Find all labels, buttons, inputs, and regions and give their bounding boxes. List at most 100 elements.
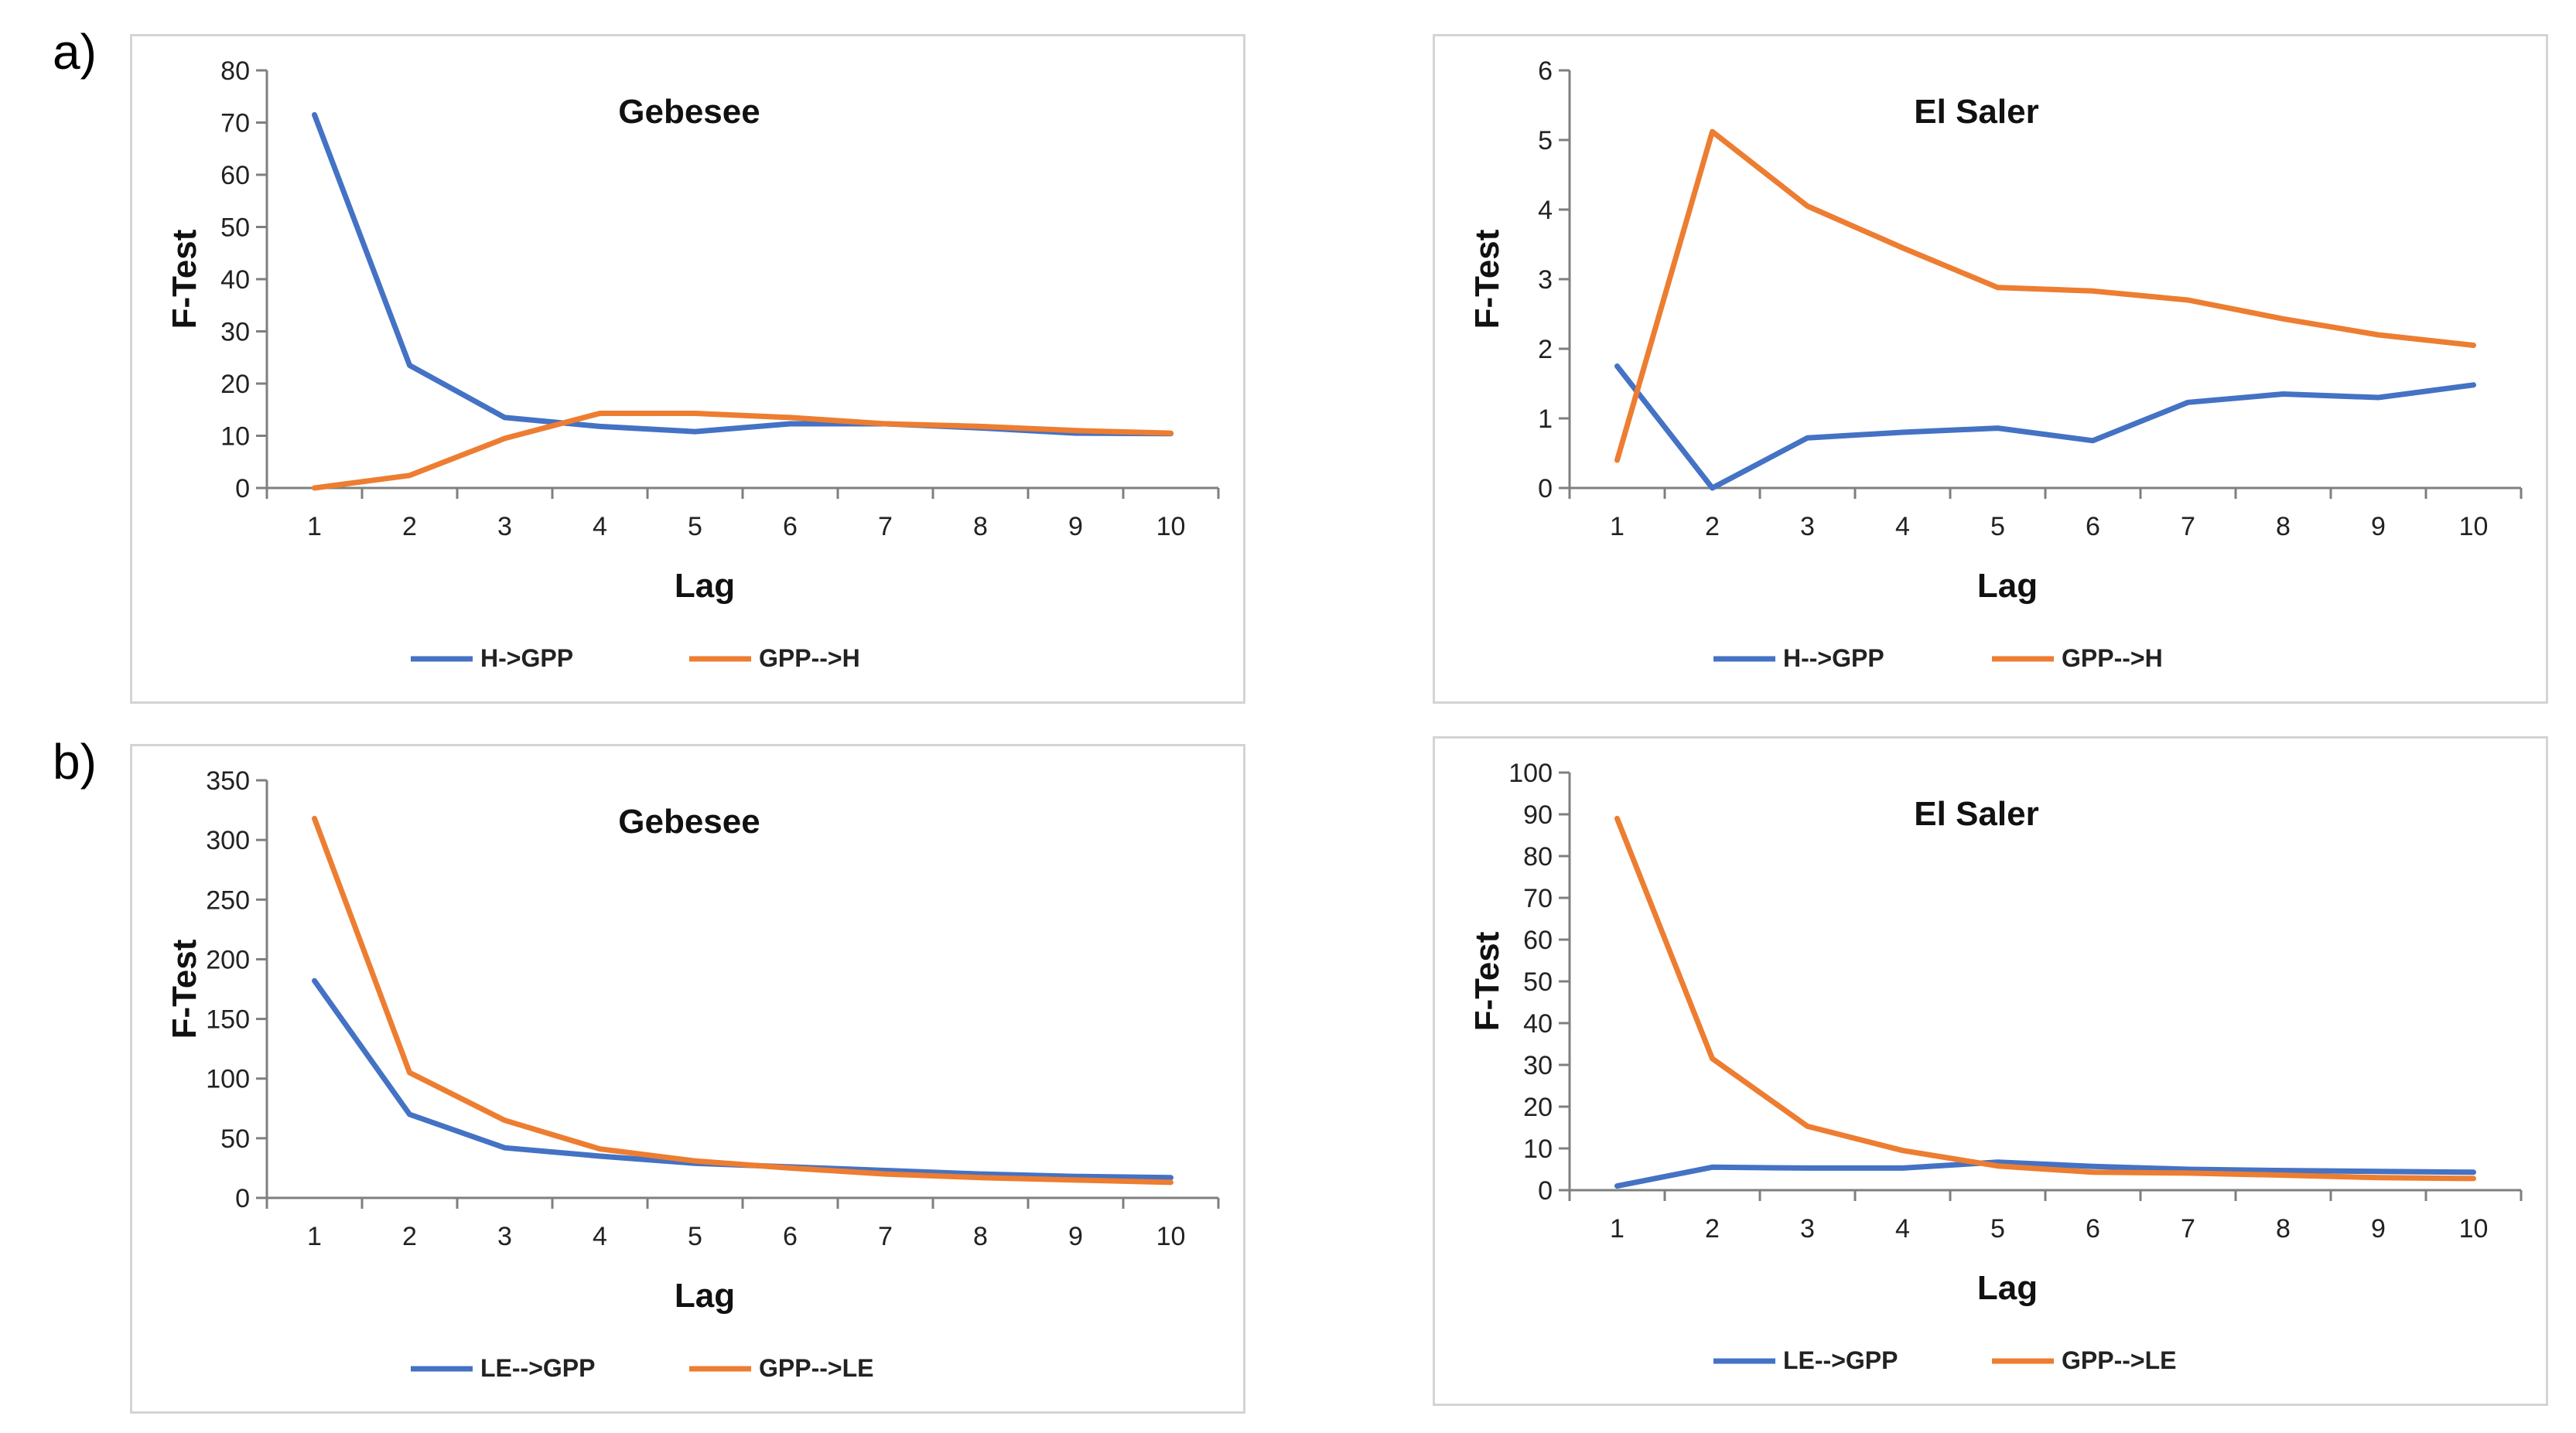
a-gebesee-legend-label-1: H->GPP [480, 644, 573, 672]
b-elsaler-x-tick-label: 4 [1895, 1214, 1910, 1244]
a-gebesee-series-1-point [788, 421, 792, 425]
a-elsaler-x-tick-label: 7 [2181, 512, 2195, 541]
a-elsaler-series-1-point [1996, 426, 2000, 430]
a-elsaler-series-2-point [1806, 204, 1809, 208]
b-elsaler-series-1-point [1710, 1165, 1714, 1169]
a-gebesee-series-1-point [598, 425, 602, 428]
b-elsaler-series-1-point [1996, 1160, 2000, 1164]
a-elsaler-series-2-point [2376, 333, 2380, 336]
b-elsaler-x-tick-label: 3 [1800, 1214, 1815, 1244]
b-elsaler-series-2-line [1614, 815, 2476, 1182]
a-elsaler-y-tick-label: 6 [1538, 56, 1553, 86]
b-gebesee-x-tick-label: 8 [973, 1222, 988, 1251]
a-elsaler-x-tick-label: 4 [1895, 512, 1910, 541]
b-elsaler-series-2-point [1996, 1164, 2000, 1168]
b-gebesee-x-tick-label: 9 [1068, 1222, 1083, 1251]
a-elsaler-series-2-point [2186, 299, 2190, 302]
b-gebesee-series-2-point [598, 1147, 602, 1151]
a-elsaler-series-1-point [1806, 436, 1809, 440]
a-gebesee-series-2-point [788, 415, 792, 419]
b-elsaler-title: El Saler [1914, 795, 2038, 833]
b-elsaler-series-1-point [1806, 1166, 1809, 1170]
a-elsaler-series-1-point [1901, 431, 1905, 434]
b-gebesee-series-2-point [313, 817, 316, 821]
a-elsaler-x-tick-label: 1 [1610, 512, 1625, 541]
b-gebesee-y-tick-label: 50 [220, 1124, 250, 1154]
a-gebesee-series-2-point [979, 425, 982, 428]
a-elsaler-series-2-point [1615, 459, 1619, 462]
a-gebesee-y-tick-label: 0 [235, 474, 250, 503]
b-elsaler-x-tick-label: 5 [1990, 1214, 2005, 1244]
b-elsaler-series-2-point [2281, 1173, 2285, 1177]
b-gebesee-series-2-point [1074, 1178, 1078, 1182]
b-gebesee-x-tick-label: 10 [1156, 1222, 1186, 1251]
b-gebesee-y-tick-label: 250 [206, 885, 250, 915]
a-gebesee-x-tick-label: 10 [1156, 512, 1186, 541]
b-elsaler-y-tick-label: 80 [1523, 842, 1553, 872]
b-elsaler-series-2-point [2091, 1170, 2095, 1174]
b-gebesee-y-tick-label: 100 [206, 1065, 250, 1094]
b-gebesee-series-1-point [979, 1172, 982, 1176]
b-gebesee-series-1-point [1074, 1175, 1078, 1179]
a-gebesee-title: Gebesee [618, 93, 760, 131]
a-elsaler-x-tick-label: 10 [2459, 512, 2489, 541]
a-elsaler-y-tick-label: 3 [1538, 265, 1553, 295]
b-gebesee-x-tick-label: 6 [783, 1222, 798, 1251]
a-gebesee-y-tick-label: 80 [220, 56, 250, 86]
a-gebesee-series-2-point [1169, 432, 1173, 435]
a-elsaler-series-2-line [1614, 128, 2476, 463]
a-gebesee-x-tick-label: 1 [307, 512, 322, 541]
a-elsaler-series-2-point [2472, 343, 2475, 347]
a-elsaler-y-tick-label: 4 [1538, 196, 1553, 225]
b-gebesee-y-tick-label: 150 [206, 1005, 250, 1035]
a-gebesee-series-1-line [312, 111, 1174, 437]
a-gebesee-series-2-point [503, 436, 507, 440]
b-gebesee-series-1-point [408, 1113, 412, 1116]
b-elsaler-x-tick-label: 9 [2371, 1214, 2386, 1244]
panel-label-a: a) [53, 24, 97, 80]
a-elsaler-x-tick-label: 5 [1990, 512, 2005, 541]
a-elsaler-series-1-point [2091, 438, 2095, 442]
b-elsaler-series-1-point [2281, 1169, 2285, 1172]
b-gebesee-title: Gebesee [618, 803, 760, 841]
a-gebesee-x-tick-label: 6 [783, 512, 798, 541]
a-gebesee-x-tick-label: 5 [688, 512, 702, 541]
a-gebesee-x-tick-label: 7 [878, 512, 893, 541]
a-elsaler-legend-label-1: H-->GPP [1783, 644, 1884, 672]
b-elsaler-y-tick-label: 20 [1523, 1093, 1553, 1122]
b-elsaler-series-1-point [2186, 1168, 2190, 1171]
a-elsaler-y-tick-label: 1 [1538, 404, 1553, 434]
b-gebesee-y-tick-label: 350 [206, 766, 250, 796]
a-gebesee-series-2-point [693, 411, 697, 415]
a-elsaler-series-1-point [2376, 396, 2380, 399]
a-elsaler-series-1-point [2472, 383, 2475, 387]
b-gebesee-series-1-point [883, 1169, 887, 1172]
b-elsaler-y-tick-label: 70 [1523, 884, 1553, 913]
a-gebesee-series-1-point [693, 430, 697, 434]
a-gebesee-y-tick-label: 30 [220, 318, 250, 347]
b-elsaler-y-tick-label: 50 [1523, 967, 1553, 997]
a-gebesee-y-tick-label: 60 [220, 161, 250, 190]
b-elsaler-legend-label-2: GPP-->LE [2062, 1346, 2176, 1374]
a-gebesee-y-tick-label: 20 [220, 370, 250, 399]
b-elsaler-series-2-point [1901, 1148, 1905, 1152]
b-gebesee-y-tick-label: 0 [235, 1184, 250, 1213]
a-elsaler-y-tick-label: 5 [1538, 126, 1553, 155]
a-gebesee-series-2-point [313, 486, 316, 490]
a-elsaler-series-2-point [1901, 246, 1905, 250]
a-elsaler-series-2-point [1710, 130, 1714, 134]
b-gebesee-series-2-point [693, 1159, 697, 1163]
a-gebesee-x-axis-title: Lag [675, 567, 735, 605]
a-gebesee-x-tick-label: 2 [402, 512, 417, 541]
b-gebesee-y-tick-label: 300 [206, 826, 250, 855]
b-gebesee-y-axis-title: F-Test [166, 939, 203, 1039]
a-elsaler-title: El Saler [1914, 93, 2038, 131]
a-gebesee-series-2-line [312, 411, 1174, 491]
a-gebesee-x-tick-label: 9 [1068, 512, 1083, 541]
a-elsaler-series-1-point [2281, 392, 2285, 396]
chart-a-gebesee: 0 10 20 30 40 50 60 70 80 1 2 3 4 5 6 7 8 9 10 Gebesee Lag F-… [130, 34, 1245, 704]
b-gebesee-series-1-point [503, 1146, 507, 1150]
a-gebesee-series-2-point [883, 421, 887, 425]
b-elsaler-series-1-point [1901, 1166, 1905, 1170]
b-elsaler-y-axis-title: F-Test [1468, 931, 1506, 1031]
